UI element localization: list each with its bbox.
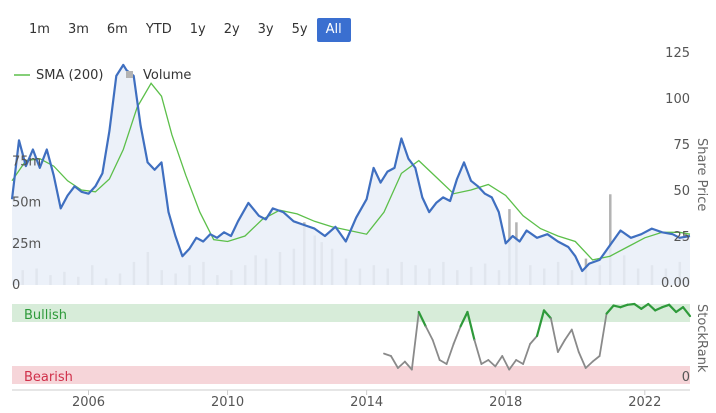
bearish-band [12,366,690,384]
stockrank-segment [640,302,650,310]
stockrank-segment [612,304,622,309]
stockrank-tick-label: 0 [682,370,690,385]
price-line-layer [10,63,691,273]
stockrank-segment [647,302,657,312]
stockrank-segment [515,359,525,365]
stockrank-segment [445,343,455,365]
stockrank-segment [661,303,671,309]
stockrank-line-layer [383,302,692,371]
volume-tick-label: 25m [12,237,41,252]
x-tick-label: 2022 [628,395,661,410]
range-button-3m[interactable]: 3m [67,22,89,37]
stockrank-segment [668,303,678,314]
stockrank-segment [508,359,518,371]
stockrank-segment [619,303,629,309]
stockrank-axis-title: StockRank [694,304,709,373]
stockrank-segment [542,309,553,320]
range-button-1m[interactable]: 1m [29,22,50,37]
price-tick-label: 100 [665,92,690,107]
bullish-band [12,304,690,322]
range-button-all[interactable]: All [316,18,351,42]
range-button-2y[interactable]: 2y [223,22,240,37]
stockrank-segment [570,328,580,353]
stockrank-segment [522,343,531,365]
stockrank-segment [466,310,476,342]
stockrank-segment [383,352,392,357]
sma-line-layer [11,82,691,261]
range-button-3y[interactable]: 3y [257,22,274,37]
x-tick-label: 2018 [489,395,522,410]
stockrank-segment [403,360,413,371]
stockrank-segment [410,311,420,371]
stockrank-segment [390,355,399,369]
range-button-6m[interactable]: 6m [106,22,128,37]
price-tick-label: 125 [665,46,690,61]
sma-200-line [11,82,691,261]
stockrank-segment [626,302,636,306]
stockrank-segment [681,306,692,318]
volume-tick-label: 75m [12,154,41,169]
legend-volume-marker [126,71,133,78]
price-tick-label: 50 [673,184,690,199]
range-selector: 1m 3m 6m YTD 1y 2y 3y 5y All [20,18,351,42]
legend-sma-label: SMA (200) [36,68,103,83]
legend-volume-label: Volume [143,68,191,83]
stockrank-segment [501,355,511,371]
stockrank-segment [550,317,559,353]
volume-tick-label: 50m [12,196,41,211]
range-button-ytd[interactable]: YTD [145,22,172,37]
stockrank-segment [591,355,601,363]
stockrank-segment [529,335,538,345]
bearish-label: Bearish [24,370,73,385]
legend: SMA (200) Volume [14,68,191,83]
stockrank-segment [452,325,462,345]
stockrank-segment [494,355,504,368]
x-tick-label: 2006 [72,395,105,410]
share-price-line [10,63,691,273]
stockrank-segment [633,302,643,310]
stockrank-segment [417,310,427,328]
stockrank-segment [438,359,448,365]
stockrank-segment [480,359,490,365]
stockrank-segment [473,339,483,365]
stockrank-segment [598,312,608,357]
stockrank-segment [459,310,469,328]
price-tick-label: 75 [673,138,690,153]
stockrank-segment [535,309,546,338]
volume-tick-label: 0 [12,278,20,293]
stockrank-segment [431,339,441,361]
bullish-label: Bullish [24,308,67,323]
price-area [12,64,690,286]
stockrank-segment [654,306,664,312]
stockrank-segment [397,360,406,369]
price-tick-label: 25 [673,230,690,245]
x-tick-label: 2010 [211,395,244,410]
stockrank-segment [563,328,573,341]
stockrank-segment [487,359,497,368]
axes: 2006 2010 2014 2018 2022 125 100 75 50 25 0.00 Shar… [12,46,709,410]
price-area-fill [12,64,690,286]
volume-bar [609,194,612,285]
share-price-axis-title: Share Price [694,138,709,211]
range-button-5y[interactable]: 5y [291,22,308,37]
stockrank-segment [424,325,434,341]
stockrank-segment [605,304,615,315]
stockrank-segment [674,306,685,314]
stockrank-segment [556,339,566,353]
range-button-1y[interactable]: 1y [189,22,206,37]
stockrank-segment [577,351,587,369]
x-tick-label: 2014 [350,395,383,410]
price-tick-label: 0.00 [661,276,690,291]
stockrank-segment [584,360,594,369]
stockrank-bands: Bullish Bearish [12,304,690,385]
